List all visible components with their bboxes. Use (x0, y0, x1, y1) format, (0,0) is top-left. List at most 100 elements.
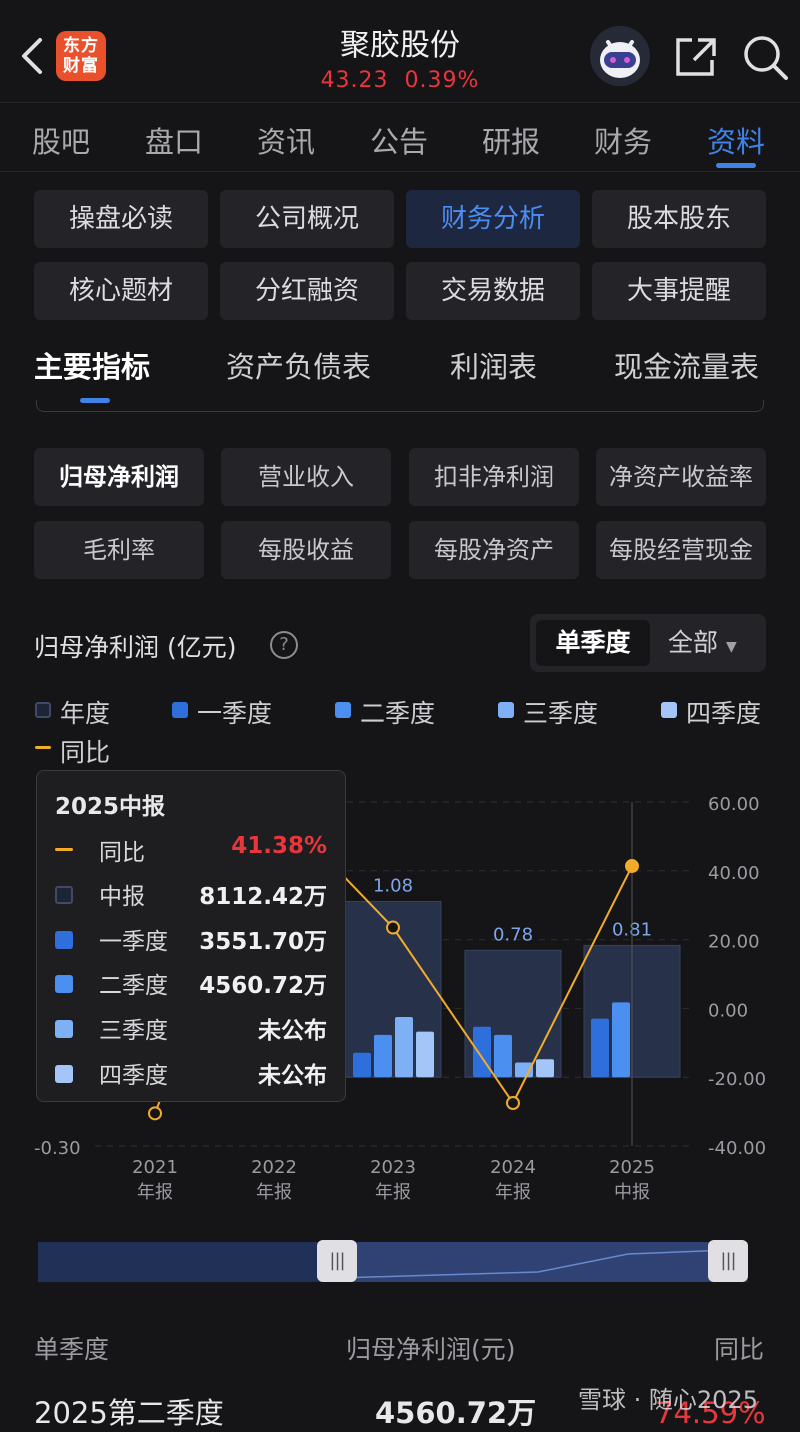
chip-events[interactable]: 大事提醒 (592, 262, 766, 320)
x-axis-year-label: 2022 (251, 1157, 297, 1178)
tooltip-key: 同比 (99, 840, 145, 866)
chip-financial-analysis[interactable]: 财务分析 (406, 190, 580, 248)
chart-title: 归母净利润 (亿元) (34, 633, 237, 662)
legend-q1-swatch (172, 702, 188, 718)
app-logo: 东方 财富 (56, 31, 106, 81)
tooltip-swatch (55, 886, 73, 904)
right-axis-tick: 20.00 (708, 932, 760, 953)
main-tab-bar: 股吧 盘口 资讯 公告 研报 财务 资料 (0, 102, 800, 172)
period-toggle: 单季度 全部 ▼ (530, 614, 766, 672)
robot-avatar-icon[interactable] (590, 26, 650, 86)
legend-q2[interactable]: 二季度 (360, 699, 436, 728)
legend-q3[interactable]: 三季度 (523, 699, 599, 728)
x-axis-year-label: 2021 (132, 1157, 178, 1178)
quarter-bar (395, 1017, 413, 1078)
stock-price: 43.23 (320, 68, 389, 93)
legend-q4[interactable]: 四季度 (686, 699, 762, 728)
stock-change: 0.39% (404, 68, 480, 93)
yoy-point (148, 1106, 162, 1121)
table-header-period: 单季度 (34, 1335, 110, 1364)
tooltip-row-yoy: 同比 41.38% (55, 833, 327, 867)
tooltip-swatch (55, 975, 73, 993)
tooltip-key: 中报 (99, 884, 145, 910)
tab-announcements[interactable]: 公告 (370, 125, 429, 159)
chip-core-themes[interactable]: 核心题材 (34, 262, 208, 320)
slider-right-handle[interactable]: ||| (708, 1240, 748, 1282)
tooltip-row-half: 中报 8112.42万 (55, 877, 327, 911)
metric-deducted-profit[interactable]: 扣非净利润 (409, 448, 579, 506)
metric-roe[interactable]: 净资产收益率 (596, 448, 766, 506)
chip-dividends[interactable]: 分红融资 (220, 262, 394, 320)
tab-pankou[interactable]: 盘口 (145, 125, 204, 159)
tooltip-value: 8112.42万 (199, 884, 327, 910)
right-axis-tick: -20.00 (708, 1069, 766, 1090)
right-axis-tick: -40.00 (708, 1138, 766, 1159)
watermark: 雪球 · 随心2025 (578, 1386, 758, 1414)
legend-yoy[interactable]: 同比 (60, 738, 111, 767)
chip-trading-guide[interactable]: 操盘必读 (34, 190, 208, 248)
table-header-yoy: 同比 (714, 1335, 765, 1364)
x-axis-year-label: 2023 (370, 1157, 416, 1178)
quarter-bar (353, 1052, 371, 1078)
share-icon[interactable] (672, 34, 720, 80)
chip-shareholders[interactable]: 股本股东 (592, 190, 766, 248)
toggle-all-label: 全部 (668, 628, 719, 657)
tab-balance-sheet[interactable]: 资产负债表 (226, 350, 372, 384)
legend-q3-swatch (498, 702, 514, 718)
quarter-bar (473, 1026, 491, 1078)
tooltip-swatch (55, 848, 73, 851)
metric-revenue[interactable]: 营业收入 (221, 448, 391, 506)
legend-q1[interactable]: 一季度 (197, 699, 273, 728)
tab-cash-flow[interactable]: 现金流量表 (614, 350, 760, 384)
chip-company-overview[interactable]: 公司概况 (220, 190, 394, 248)
quarter-bar (494, 1034, 512, 1078)
toggle-quarterly[interactable]: 单季度 (536, 620, 650, 666)
right-axis-tick: 0.00 (708, 1000, 748, 1021)
toggle-all[interactable]: 全部 ▼ (668, 620, 737, 666)
stock-name: 聚胶股份 (340, 28, 460, 63)
table-cell-value: 4560.72万 (375, 1396, 537, 1430)
search-icon[interactable] (740, 32, 790, 82)
range-slider[interactable]: ||| ||| (38, 1240, 748, 1282)
quarter-bar (591, 1018, 609, 1078)
legend-q4-swatch (661, 702, 677, 718)
legend-yoy-swatch (35, 746, 51, 749)
tab-finance[interactable]: 财务 (594, 125, 653, 159)
back-icon[interactable] (18, 36, 48, 76)
tab-profile[interactable]: 资料 (707, 125, 766, 159)
metric-gross-margin[interactable]: 毛利率 (34, 521, 204, 579)
caret-down-icon: ▼ (725, 639, 737, 655)
legend-annual[interactable]: 年度 (60, 699, 111, 728)
chart-tooltip: 2025中报 同比 41.38% 中报 8112.42万 一季度 3551.70万 二… (36, 770, 346, 1102)
tooltip-swatch (55, 931, 73, 949)
tooltip-key: 一季度 (99, 929, 168, 955)
quarter-bar (416, 1031, 434, 1078)
tab-guba[interactable]: 股吧 (32, 125, 91, 159)
sub-tab-bar: 主要指标 资产负债表 利润表 现金流量表 (0, 330, 800, 403)
tooltip-value: 未公布 (258, 1063, 327, 1089)
chip-trading-data[interactable]: 交易数据 (406, 262, 580, 320)
tab-news[interactable]: 资讯 (257, 125, 316, 159)
tooltip-row-q2: 二季度 4560.72万 (55, 966, 327, 1000)
tooltip-value: 未公布 (258, 1018, 327, 1044)
left-axis-tick: -0.30 (34, 1138, 81, 1159)
metric-ocfps[interactable]: 每股经营现金 (596, 521, 766, 579)
metric-bvps[interactable]: 每股净资产 (409, 521, 579, 579)
x-axis-kind-label: 年报 (375, 1182, 411, 1203)
table-header-value: 归母净利润(元) (346, 1335, 516, 1364)
yoy-point (386, 920, 400, 935)
slider-left-handle[interactable]: ||| (317, 1240, 357, 1282)
x-axis-year-label: 2025 (609, 1157, 655, 1178)
tab-income-statement[interactable]: 利润表 (450, 350, 538, 384)
metric-eps[interactable]: 每股收益 (221, 521, 391, 579)
tooltip-row-q4: 四季度 未公布 (55, 1056, 327, 1090)
tab-key-metrics[interactable]: 主要指标 (34, 350, 151, 384)
logo-text-top: 东方 (63, 36, 99, 56)
yoy-point (506, 1096, 520, 1110)
help-icon[interactable]: ? (270, 631, 298, 659)
tab-research[interactable]: 研报 (482, 125, 541, 159)
stock-quote: 43.23 0.39% (0, 68, 800, 93)
table-cell-period: 2025第二季度 (34, 1396, 224, 1430)
yoy-point (625, 859, 639, 874)
metric-net-profit[interactable]: 归母净利润 (34, 448, 204, 506)
